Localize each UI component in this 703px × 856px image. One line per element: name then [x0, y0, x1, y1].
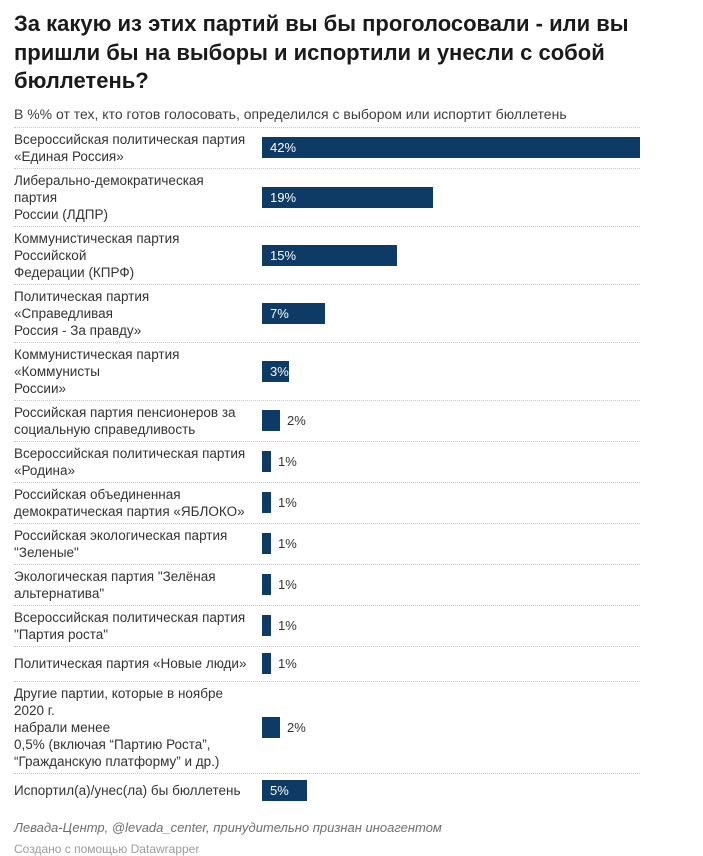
bar-area: 19%: [262, 186, 640, 208]
bar-area: 1%: [262, 492, 640, 514]
bar-area: 15%: [262, 244, 640, 266]
party-label: Российская экологическая партия "Зеленые…: [14, 527, 228, 560]
chart-row: Экологическая партия "Зелёная альтернати…: [14, 563, 640, 605]
bar-area: 1%: [262, 615, 640, 637]
bar-area: 2%: [262, 410, 640, 432]
bar-area: 3%: [262, 360, 640, 382]
bar[interactable]: 7%: [262, 302, 325, 324]
chart-title: За какую из этих партий вы бы проголосов…: [14, 11, 629, 94]
bar-area: 1%: [262, 451, 640, 473]
bar-value-inside: 7%: [270, 305, 289, 321]
chart-rows: Всероссийская политическая партия «Едина…: [14, 126, 640, 808]
bar-value-inside: 3%: [270, 363, 289, 379]
party-label: Коммунистическая партия Российской Федер…: [14, 230, 180, 280]
chart-row: Либерально-демократическая партия России…: [14, 167, 640, 226]
bar-area: 7%: [262, 302, 640, 324]
chart-row: Другие партии, которые в ноябре 2020 г. …: [14, 680, 640, 773]
bar-value-outside: 2%: [287, 719, 306, 735]
bar-value-outside: 1%: [278, 618, 297, 634]
party-label: Либерально-демократическая партия России…: [14, 172, 204, 222]
bar-value-inside: 15%: [270, 247, 297, 263]
bar[interactable]: [262, 492, 271, 514]
party-label: Другие партии, которые в ноябре 2020 г. …: [14, 685, 223, 769]
party-label: Российская объединенная демократическая …: [14, 486, 245, 519]
bar[interactable]: 3%: [262, 360, 289, 382]
chart-row: Всероссийская политическая партия «Едина…: [14, 126, 640, 168]
party-label: Политическая партия «Новые люди»: [14, 656, 247, 672]
bar-area: 2%: [262, 716, 640, 738]
bar-value-outside: 1%: [278, 656, 297, 672]
chart-row: Испортил(а)/унес(ла) бы бюллетень 5%: [14, 772, 640, 808]
chart-row: Всероссийская политическая партия "Парти…: [14, 604, 640, 646]
bar-value-inside: 5%: [270, 783, 289, 799]
party-label: Политическая партия «Справедливая Россия…: [14, 288, 150, 338]
bar[interactable]: 5%: [262, 780, 307, 802]
bar[interactable]: [262, 716, 280, 738]
bar[interactable]: [262, 615, 271, 637]
chart-row: Всероссийская политическая партия «Родин…: [14, 440, 640, 482]
chart-row: Российская партия пенсионеров за социаль…: [14, 399, 640, 441]
chart-row: Политическая партия «Справедливая Россия…: [14, 283, 640, 342]
bar-value-outside: 1%: [278, 536, 297, 552]
party-label: Российская партия пенсионеров за социаль…: [14, 404, 236, 437]
bar-value-inside: 19%: [270, 189, 297, 205]
bar[interactable]: 15%: [262, 244, 397, 266]
bar[interactable]: [262, 533, 271, 555]
party-label: Всероссийская политическая партия «Родин…: [14, 445, 246, 478]
bar-area: 42%: [262, 137, 640, 159]
bar[interactable]: [262, 451, 271, 473]
bar-area: 5%: [262, 780, 640, 802]
bar[interactable]: [262, 410, 280, 432]
datawrapper-credit[interactable]: Создано с помощью Datawrapper: [14, 841, 200, 856]
party-label: Испортил(а)/унес(ла) бы бюллетень: [14, 783, 241, 799]
party-label: Экологическая партия "Зелёная альтернати…: [14, 568, 216, 601]
party-label: Коммунистическая партия «Коммунисты Росс…: [14, 346, 180, 396]
bar-value-outside: 1%: [278, 495, 297, 511]
chart-row: Российская экологическая партия "Зеленые…: [14, 522, 640, 564]
chart-row: Российская объединенная демократическая …: [14, 481, 640, 523]
chart-row: Коммунистическая партия Российской Федер…: [14, 225, 640, 284]
bar[interactable]: [262, 653, 271, 675]
bar[interactable]: [262, 574, 271, 596]
party-label: Всероссийская политическая партия «Едина…: [14, 131, 246, 164]
bar-value-inside: 42%: [270, 140, 297, 156]
bar-value-outside: 2%: [287, 413, 306, 429]
bar-value-outside: 1%: [278, 454, 297, 470]
source-note: Левада-Центр, @levada_center, принудител…: [14, 819, 442, 835]
chart-row: Политическая партия «Новые люди» 1%: [14, 645, 640, 681]
chart-footer: Левада-Центр, @levada_center, принудител…: [14, 820, 689, 856]
bar-area: 1%: [262, 533, 640, 555]
bar-area: 1%: [262, 574, 640, 596]
chart-subtitle: В %% от тех, кто готов голосовать, опред…: [14, 105, 567, 122]
bar-value-outside: 1%: [278, 577, 297, 593]
bar-area: 1%: [262, 653, 640, 675]
bar[interactable]: 42%: [262, 137, 640, 159]
bar[interactable]: 19%: [262, 186, 433, 208]
party-label: Всероссийская политическая партия "Парти…: [14, 609, 246, 642]
chart-row: Коммунистическая партия «Коммунисты Росс…: [14, 341, 640, 400]
